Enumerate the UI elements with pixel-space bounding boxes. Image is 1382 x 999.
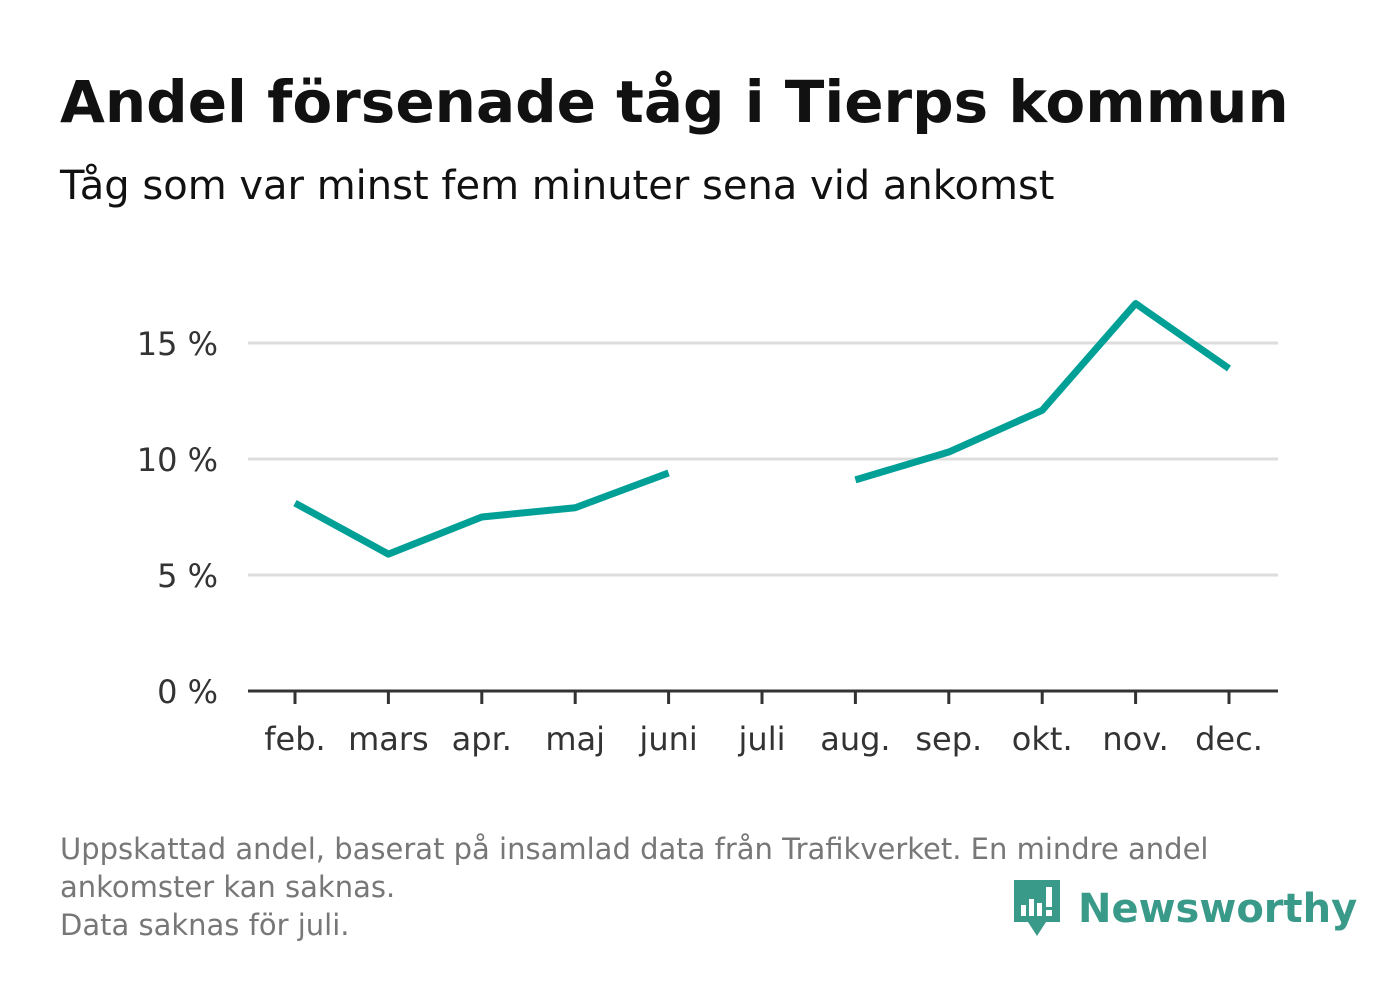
newsworthy-logo-icon [1014, 880, 1060, 936]
y-axis-ticks: 0 % 5 % 10 % 15 % [137, 325, 218, 711]
x-tick-label: dec. [1195, 720, 1263, 758]
chart-title: Andel försenade tåg i Tierps kommun [60, 68, 1289, 136]
brand-logo: Newsworthy [1012, 878, 1357, 940]
x-tick-label: feb. [264, 720, 325, 758]
series [293, 300, 1231, 558]
x-tick-label: juli [738, 720, 786, 758]
y-tick-label: 15 % [137, 325, 218, 363]
x-tick-label: nov. [1102, 720, 1168, 758]
x-tick-label: juni [638, 720, 697, 758]
y-tick-label: 0 % [157, 673, 218, 711]
series-line [293, 469, 670, 558]
y-tick-label: 5 % [157, 557, 218, 595]
x-tick-label: sep. [915, 720, 982, 758]
y-tick-label: 10 % [137, 441, 218, 479]
footnote-line: Uppskattad andel, baserat på insamlad da… [60, 832, 1209, 866]
x-tick-label: aug. [820, 720, 890, 758]
footnote-line: ankomster kan saknas. [60, 870, 396, 904]
x-tick-label: mars [348, 720, 429, 758]
chart-subtitle: Tåg som var minst fem minuter sena vid a… [60, 163, 1055, 209]
line-chart: 0 % 5 % 10 % 15 % feb. mars apr. maj juni juli au… [137, 300, 1278, 758]
series-line [854, 300, 1231, 484]
x-tick-label: okt. [1012, 720, 1073, 758]
footnote-line: Data saknas för juli. [60, 908, 350, 942]
gridlines [248, 341, 1278, 577]
brand-name: Newsworthy [1078, 886, 1358, 932]
x-tick-label: apr. [452, 720, 512, 758]
footnote: Uppskattad andel, baserat på insamlad da… [60, 830, 1320, 944]
x-axis-ticks: feb. mars apr. maj juni juli aug. sep. okt. nov. d… [264, 691, 1263, 758]
x-tick-label: maj [545, 720, 605, 758]
